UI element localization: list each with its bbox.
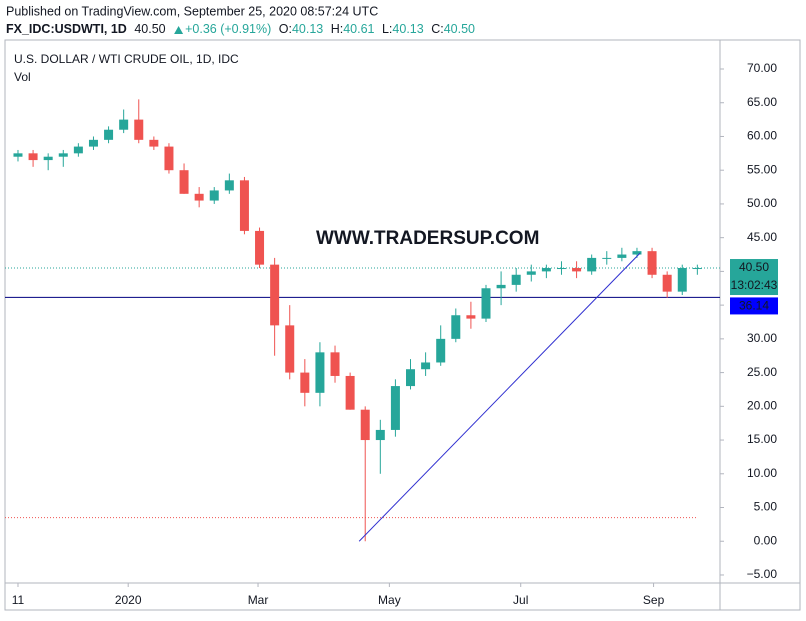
- candle-body: [285, 325, 295, 373]
- candle-body: [179, 170, 189, 194]
- x-tick-label: Jul: [513, 593, 528, 607]
- candle-body: [617, 254, 627, 258]
- y-tick-label: 50.00: [747, 196, 777, 210]
- y-tick-label: 70.00: [747, 61, 777, 75]
- x-tick-label: Mar: [248, 593, 269, 607]
- x-tick-label: 11: [12, 593, 25, 607]
- y-tick-label: 55.00: [747, 162, 777, 176]
- candle-body: [390, 386, 400, 430]
- y-tick-label: 65.00: [747, 95, 777, 109]
- candle-body: [209, 190, 219, 201]
- candle-body: [315, 352, 325, 393]
- l-value: 40.13: [392, 22, 423, 36]
- y-tick-label: 15.00: [747, 432, 777, 446]
- candle-body: [466, 315, 476, 319]
- candle-body: [602, 257, 612, 259]
- change: +0.36 (+0.91%): [185, 22, 271, 36]
- candle-body: [149, 139, 159, 147]
- y-tick-label: 20.00: [747, 398, 777, 412]
- candle-body: [345, 375, 355, 410]
- indicator-label: Vol: [14, 70, 31, 84]
- y-tick-label: −5.00: [747, 567, 778, 581]
- candle-body: [73, 146, 83, 154]
- candle-body: [360, 409, 370, 441]
- candle-body: [587, 257, 597, 272]
- x-tick-label: Sep: [643, 593, 665, 607]
- candle-body: [632, 251, 642, 255]
- candle-body: [255, 230, 265, 265]
- y-tick-label: 5.00: [754, 500, 778, 514]
- x-tick-label: 2020: [115, 593, 142, 607]
- candle-body: [104, 129, 114, 140]
- up-arrow: [174, 26, 184, 34]
- published-note: Published on TradingView.com, September …: [6, 4, 378, 18]
- countdown: 13:02:43: [731, 278, 778, 292]
- y-tick-label: 30.00: [747, 331, 777, 345]
- candle-body: [436, 338, 446, 363]
- candle-body: [406, 369, 416, 387]
- chart-title: U.S. DOLLAR / WTI CRUDE OIL, 1D, IDC: [14, 52, 239, 66]
- x-tick-label: May: [378, 593, 401, 607]
- candle-body: [481, 288, 491, 319]
- candle-body: [194, 193, 204, 201]
- y-tick-label: 60.00: [747, 129, 777, 143]
- candle-body: [330, 352, 340, 376]
- y-tick-label: 10.00: [747, 466, 777, 480]
- last-price-box: [730, 259, 778, 296]
- h-value: 40.61: [343, 22, 374, 36]
- y-tick-label: 25.00: [747, 365, 777, 379]
- candle-body: [119, 119, 129, 130]
- c-label: C:: [431, 22, 444, 36]
- candle-body: [526, 271, 536, 275]
- c-value: 40.50: [444, 22, 475, 36]
- level-box: [730, 297, 778, 315]
- candle-body: [375, 429, 385, 441]
- last-price-label: 40.50: [739, 260, 769, 274]
- h-label: H:: [331, 22, 344, 36]
- candle-body: [28, 153, 38, 161]
- frame: [4, 39, 801, 611]
- candle-body: [164, 146, 174, 171]
- candle-body: [13, 153, 23, 157]
- o-label: O:: [279, 22, 292, 36]
- candle-body: [496, 284, 506, 289]
- candle-body: [647, 251, 657, 275]
- candle-body: [451, 315, 461, 339]
- candle-body: [224, 180, 234, 191]
- y-tick-label: 45.00: [747, 230, 777, 244]
- o-value: 40.13: [292, 22, 323, 36]
- candle-body: [88, 139, 98, 147]
- symbol: FX_IDC:USDWTI, 1D: [6, 22, 127, 36]
- candle-body: [300, 372, 310, 393]
- candle-body: [556, 268, 566, 270]
- last: 40.50: [134, 22, 165, 36]
- candle-body: [134, 119, 144, 140]
- candle-body: [662, 274, 672, 292]
- candle-body: [270, 264, 280, 326]
- watermark: WWW.TRADERSUP.COM: [316, 228, 539, 249]
- candle-body: [58, 153, 68, 157]
- candle-body: [677, 268, 687, 292]
- candle-body: [421, 362, 431, 370]
- candle-body: [692, 268, 702, 270]
- y-tick-label: 0.00: [754, 533, 778, 547]
- l-label: L:: [382, 22, 392, 36]
- candle-body: [511, 274, 521, 285]
- symbol-line: FX_IDC:USDWTI, 1D 40.50 +0.36 (+0.91%) O…: [6, 22, 475, 36]
- candle-body: [239, 180, 249, 231]
- candle-body: [541, 268, 551, 272]
- level-label: 36.14: [739, 299, 769, 313]
- candle-body: [572, 268, 582, 272]
- candle-body: [43, 156, 53, 161]
- trend-line: [358, 252, 641, 542]
